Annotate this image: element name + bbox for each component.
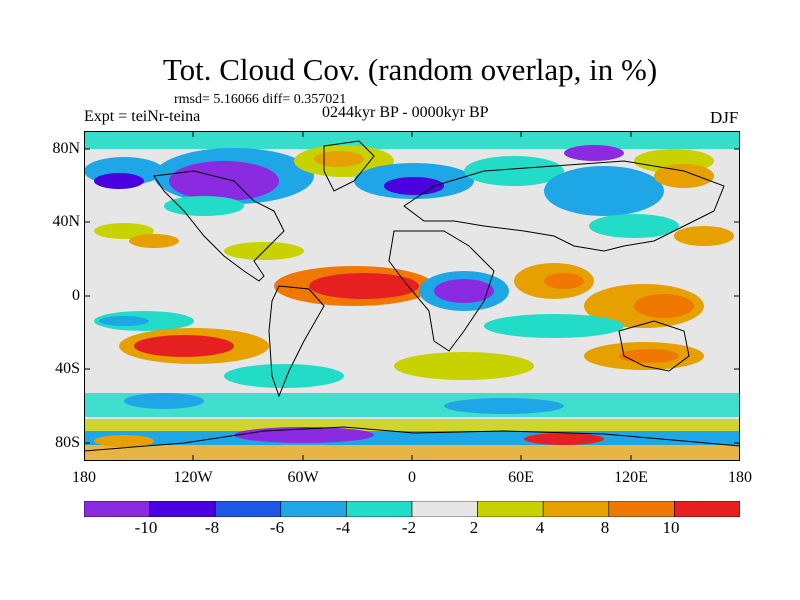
plot-title: Tot. Cloud Cov. (random overlap, in %) (162, 52, 658, 87)
colorbar-swatch (608, 501, 675, 517)
lat-label: 80N (52, 140, 80, 157)
lat-label: 0 (72, 287, 80, 304)
colorbar (84, 501, 740, 517)
colorbar-swatch (84, 501, 150, 517)
period-label: 0244kyr BP - 0000kyr BP (322, 104, 489, 121)
colorbar-label: -6 (269, 518, 285, 537)
colorbar-label: 4 (535, 518, 545, 537)
colorbar-swatch (477, 501, 544, 517)
colorbar-label: -10 (134, 518, 158, 537)
colorbar-label: 10 (662, 518, 680, 537)
lon-label: 0 (408, 469, 416, 486)
colorbar-label: -4 (335, 518, 351, 537)
lon-label: 180 (728, 469, 752, 486)
colorbar-label: -8 (204, 518, 220, 537)
colorbar-swatch (346, 501, 413, 517)
experiment-label: Expt = teiNr-teina (84, 108, 201, 125)
colorbar-swatch (149, 501, 216, 517)
coastlines (84, 140, 740, 452)
colorbar-swatch (674, 501, 740, 517)
anomaly-field (84, 131, 740, 461)
lon-label: 180 (72, 469, 96, 486)
colorbar-label: 2 (469, 518, 479, 537)
cloud-cover-anomaly-map (84, 131, 740, 461)
colorbar-swatch (411, 501, 478, 517)
axis-ticks (84, 131, 740, 461)
colorbar-swatch (542, 501, 610, 517)
lon-label: 120E (614, 469, 648, 486)
lat-label: 80S (55, 434, 80, 451)
colorbar-label: 8 (600, 518, 610, 537)
lon-label: 60E (508, 469, 534, 486)
season-label: DJF (710, 108, 739, 127)
lon-label: 120W (173, 469, 213, 486)
colorbar-swatch (280, 501, 347, 517)
lon-label: 60W (287, 469, 319, 486)
colorbar-swatch (214, 501, 282, 517)
lat-label: 40N (52, 213, 80, 230)
lat-label: 40S (55, 360, 80, 377)
stats-text: rmsd= 5.16066 diff= 0.357021 (174, 92, 347, 107)
colorbar-label: -2 (401, 518, 417, 537)
